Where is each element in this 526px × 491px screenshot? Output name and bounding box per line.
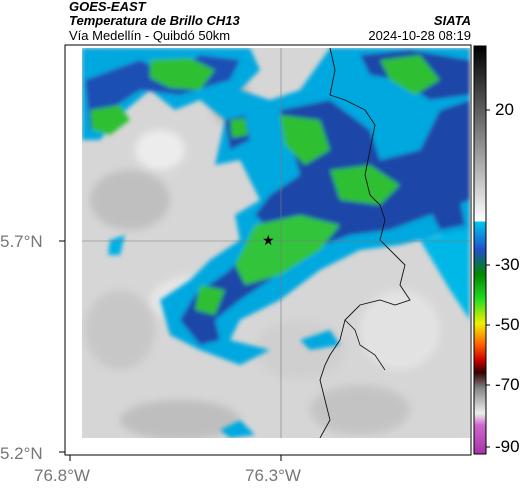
agency-label: SIATA [433, 13, 471, 28]
lat-label-5.7: 5.7°N [0, 232, 43, 251]
lat-label-5.2: 5.2°N [0, 444, 43, 463]
colorbar-label-20: 20 [495, 100, 514, 119]
satellite-title: GOES-EAST [69, 0, 146, 14]
colorbar-label-minus90: -90 [495, 437, 520, 456]
lon-label-76.8: 76.8°W [34, 466, 90, 485]
lon-label-76.3: 76.3°W [245, 466, 301, 485]
timestamp-label: 2024-10-28 08:19 [368, 28, 471, 43]
colorbar-label-minus50: -50 [495, 315, 520, 334]
colorbar [473, 45, 487, 455]
colorbar-label-minus70: -70 [495, 375, 520, 394]
colorbar-label-minus30: -30 [495, 255, 520, 274]
product-title: Temperatura de Brillo CH13 [69, 13, 240, 28]
reference-point-marker: ★ [262, 232, 275, 248]
region-subtitle: Vía Medellín - Quibdó 50km [69, 28, 231, 43]
